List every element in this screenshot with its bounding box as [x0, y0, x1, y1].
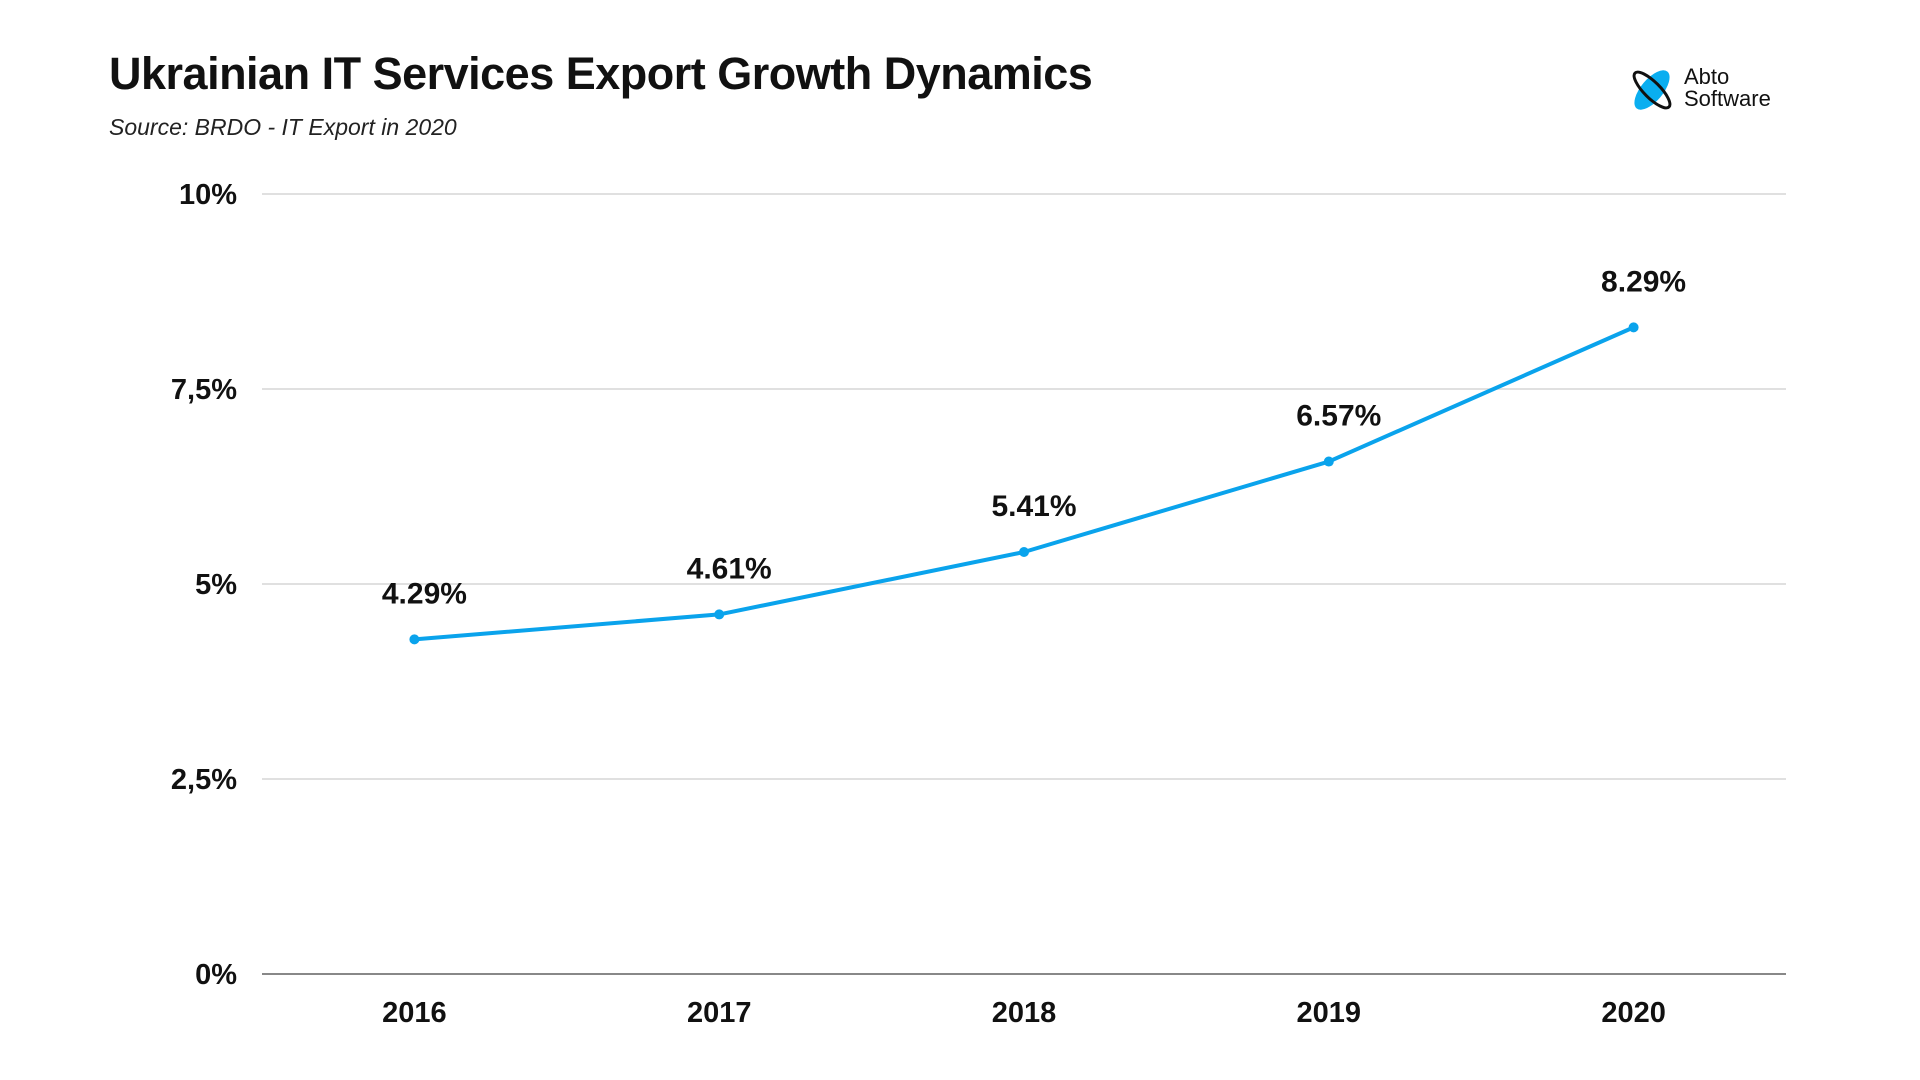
data-point — [1019, 547, 1029, 558]
data-label: 5.41% — [991, 490, 1076, 523]
data-label: 4.61% — [687, 552, 772, 585]
data-label: 6.57% — [1296, 400, 1381, 433]
data-point — [714, 609, 725, 620]
abto-software-logo: Abto Software — [1628, 66, 1788, 116]
logo-orbit-icon — [1632, 70, 1672, 110]
y-tick-label: 7,5% — [171, 374, 237, 406]
x-tick-label: 2016 — [382, 997, 447, 1029]
logo-text: Abto Software — [1684, 64, 1771, 111]
y-tick-label: 2,5% — [171, 764, 237, 796]
x-tick-label: 2019 — [1297, 997, 1362, 1029]
y-tick-label: 5% — [195, 569, 237, 601]
data-point — [1323, 456, 1334, 467]
data-point — [409, 634, 420, 645]
data-label: 4.29% — [382, 577, 467, 610]
y-tick-label: 10% — [179, 179, 237, 211]
data-label: 8.29% — [1601, 265, 1686, 298]
data-point — [1628, 322, 1639, 333]
chart-title: Ukrainian IT Services Export Growth Dyna… — [109, 48, 1093, 99]
y-tick-label: 0% — [195, 959, 237, 991]
chart-source: Source: BRDO - IT Export in 2020 — [109, 114, 457, 140]
series-line — [414, 325, 1635, 642]
x-tick-label: 2020 — [1601, 997, 1666, 1029]
x-tick-label: 2017 — [687, 997, 752, 1029]
x-tick-label: 2018 — [992, 997, 1057, 1029]
